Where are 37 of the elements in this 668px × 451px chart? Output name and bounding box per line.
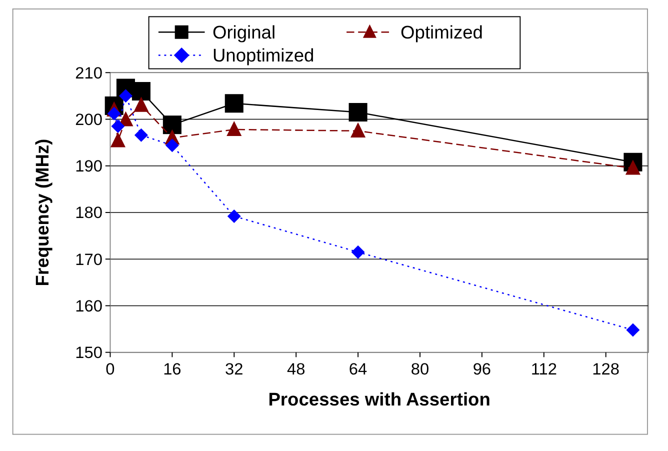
x-tick-label: 32 [225, 360, 244, 379]
x-tick-label: 64 [348, 360, 368, 379]
point [227, 209, 241, 223]
point [107, 106, 121, 120]
y-axis-title: Frequency (MHz) [32, 138, 52, 286]
y-tick-label: 190 [75, 158, 103, 176]
y-tick-label: 180 [75, 204, 103, 222]
point [350, 122, 366, 138]
point [134, 128, 148, 142]
x-tick-label: 112 [530, 360, 557, 379]
y-tick-label: 160 [75, 297, 103, 316]
x-tick-label: 0 [106, 360, 115, 379]
point [224, 94, 244, 113]
point [118, 89, 132, 103]
point [351, 245, 365, 259]
legend-label: Original [212, 22, 276, 43]
legend-label: Unoptimized [212, 44, 314, 66]
x-tick-label: 48 [286, 360, 306, 379]
x-axis-title: Processes with Assertion [268, 388, 490, 410]
x-tick-label: 80 [410, 360, 430, 379]
y-tick-label: 150 [75, 344, 103, 362]
y-tick-label: 200 [75, 110, 103, 129]
point [111, 119, 125, 133]
point [132, 82, 150, 101]
legend-label: Optimized [400, 22, 483, 43]
y-tick-label: 170 [75, 250, 103, 269]
x-tick-label: 96 [472, 360, 492, 379]
x-tick-label: 16 [163, 360, 182, 379]
x-tick-label: 128 [592, 360, 620, 379]
point [626, 323, 640, 337]
point [110, 132, 126, 148]
point [162, 116, 182, 134]
y-tick-label: 210 [75, 64, 103, 82]
point [348, 102, 368, 122]
point [226, 121, 242, 136]
point [134, 96, 149, 112]
point [165, 138, 179, 152]
